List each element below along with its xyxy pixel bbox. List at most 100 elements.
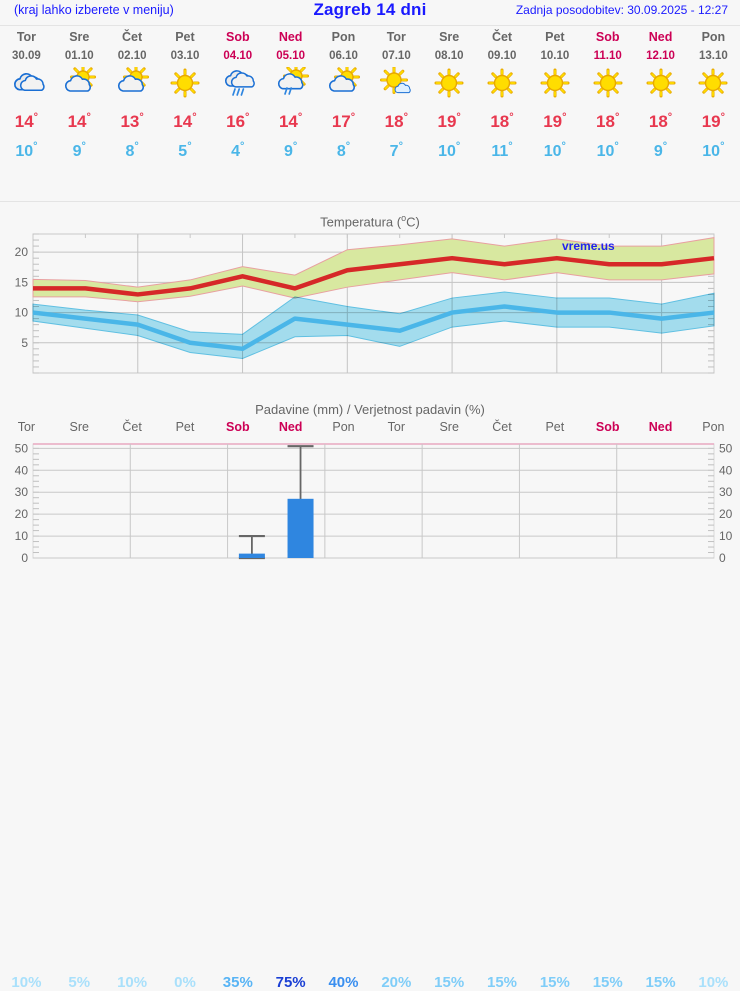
- day-column-06.10[interactable]: 8°: [317, 135, 370, 164]
- day-date: 12.10: [646, 50, 675, 62]
- precipitation-probability: 15%: [487, 974, 518, 991]
- svg-text:20: 20: [15, 245, 29, 259]
- precipitation-probability: 20%: [381, 974, 412, 991]
- day-column-04.10[interactable]: 4°: [211, 135, 264, 164]
- day-column-02.10[interactable]: Čet: [106, 28, 159, 46]
- weather-icon-cell: [370, 64, 423, 104]
- page-header: (kraj lahko izberete v meniju) Zagreb 14…: [0, 0, 740, 26]
- day-column-13.10[interactable]: 19°: [687, 104, 740, 135]
- min-temp: 11°: [491, 140, 513, 160]
- day-column-08.10[interactable]: 08.10: [423, 46, 476, 64]
- day-column-05.10[interactable]: 9°: [264, 135, 317, 164]
- precipitation-bar: [238, 553, 265, 558]
- day-column-11.10[interactable]: 18°: [581, 104, 634, 135]
- day-column-12.10[interactable]: 9°: [634, 135, 687, 164]
- precipitation-day-label: Čet: [492, 420, 512, 434]
- day-column-13.10[interactable]: Pon: [687, 28, 740, 46]
- day-column-30.09[interactable]: Tor: [0, 28, 53, 46]
- precipitation-plot: 0 0 10 10 20 20 30 30 40 40 50 50: [15, 441, 733, 565]
- day-column-12.10[interactable]: Ned: [634, 28, 687, 46]
- day-column-04.10[interactable]: Sob: [211, 28, 264, 46]
- temperature-chart-title: Temperatura (oC): [0, 208, 740, 232]
- sun-rain-icon: [271, 67, 311, 101]
- weather-icon-cell: [528, 64, 581, 104]
- precipitation-bar: [287, 498, 314, 558]
- precipitation-probability: 15%: [592, 974, 623, 991]
- day-column-03.10[interactable]: Pet: [159, 28, 212, 46]
- day-column-03.10[interactable]: 5°: [159, 135, 212, 164]
- day-date: 10.10: [540, 50, 570, 62]
- temperature-chart: Temperatura (oC) 5 10 15 20 vreme.us: [0, 208, 740, 393]
- day-column-03.10[interactable]: 14°: [159, 104, 212, 135]
- day-column-10.10[interactable]: Pet: [528, 28, 581, 46]
- precipitation-day-label: Čet: [122, 420, 142, 434]
- rain-icon: [218, 67, 258, 101]
- day-column-06.10[interactable]: Pon: [317, 28, 370, 46]
- svg-text:10: 10: [719, 529, 733, 543]
- day-column-01.10[interactable]: 14°: [53, 104, 106, 135]
- day-column-05.10[interactable]: Ned: [264, 28, 317, 46]
- day-column-07.10[interactable]: Tor: [370, 28, 423, 46]
- day-column-09.10[interactable]: 09.10: [476, 46, 529, 64]
- forecast-strip: Tor Sre Čet Pet Sob Ned Pon Tor Sre Čet Pet Sob Ned P…: [0, 28, 740, 203]
- day-column-08.10[interactable]: Sre: [423, 28, 476, 46]
- weather-icon-cell: [317, 64, 370, 104]
- day-column-10.10[interactable]: 10.10: [528, 46, 581, 64]
- min-temp: 9°: [283, 140, 298, 160]
- sunny-icon: [165, 67, 205, 101]
- day-column-04.10[interactable]: 04.10: [211, 46, 264, 64]
- precipitation-day-label: Pet: [175, 420, 195, 434]
- day-column-30.09[interactable]: 10°: [0, 135, 53, 164]
- day-date: 30.09: [12, 50, 41, 62]
- day-column-09.10[interactable]: 18°: [476, 104, 529, 135]
- day-column-05.10[interactable]: 05.10: [264, 46, 317, 64]
- day-column-09.10[interactable]: 11°: [476, 135, 529, 164]
- day-column-02.10[interactable]: 13°: [106, 104, 159, 135]
- day-column-05.10[interactable]: 14°: [264, 104, 317, 135]
- day-column-10.10[interactable]: 19°: [528, 104, 581, 135]
- day-name: Čet: [491, 30, 513, 44]
- precipitation-probability: 75%: [275, 974, 306, 991]
- probability-row: 10% 5% 10% 0% 35% 75% 40% 20% 15% 15% 15% 15% 15% 10%: [0, 974, 740, 991]
- min-temp: 8°: [125, 140, 139, 160]
- max-temp: 14°: [14, 111, 39, 131]
- day-column-13.10[interactable]: 13.10: [687, 46, 740, 64]
- day-column-07.10[interactable]: 07.10: [370, 46, 423, 64]
- sun-smallcloud-icon: [376, 67, 416, 101]
- day-column-12.10[interactable]: 18°: [634, 104, 687, 135]
- sunny-icon: [641, 67, 681, 101]
- day-column-11.10[interactable]: 10°: [581, 135, 634, 164]
- day-column-02.10[interactable]: 8°: [106, 135, 159, 164]
- day-column-01.10[interactable]: 01.10: [53, 46, 106, 64]
- day-column-09.10[interactable]: Čet: [476, 28, 529, 46]
- precipitation-chart-title: Padavine (mm) / Verjetnost padavin (%): [255, 402, 485, 417]
- day-column-11.10[interactable]: Sob: [581, 28, 634, 46]
- day-column-02.10[interactable]: 02.10: [106, 46, 159, 64]
- svg-text:5: 5: [21, 336, 28, 350]
- max-temp-row: 14° 14° 13° 14° 16° 14° 17° 18° 19° 18° 19° 18° 18° 1…: [0, 104, 740, 135]
- day-column-10.10[interactable]: 10°: [528, 135, 581, 164]
- day-column-07.10[interactable]: 7°: [370, 135, 423, 164]
- day-column-06.10[interactable]: 06.10: [317, 46, 370, 64]
- max-temp: 14°: [67, 111, 91, 131]
- precipitation-probability: 10%: [11, 974, 42, 991]
- day-column-11.10[interactable]: 11.10: [581, 46, 634, 64]
- day-column-06.10[interactable]: 17°: [317, 104, 370, 135]
- day-column-30.09[interactable]: 30.09: [0, 46, 53, 64]
- day-column-03.10[interactable]: 03.10: [159, 46, 212, 64]
- temperature-title-unit: C): [406, 214, 420, 230]
- svg-text:10: 10: [15, 529, 29, 543]
- svg-text:15: 15: [15, 275, 29, 289]
- day-column-13.10[interactable]: 10°: [687, 135, 740, 164]
- day-column-04.10[interactable]: 16°: [211, 104, 264, 135]
- day-date: 05.10: [276, 50, 306, 62]
- day-column-08.10[interactable]: 10°: [423, 135, 476, 164]
- day-column-08.10[interactable]: 19°: [423, 104, 476, 135]
- day-column-01.10[interactable]: Sre: [53, 28, 106, 46]
- day-column-01.10[interactable]: 9°: [53, 135, 106, 164]
- precipitation-probability: 10%: [698, 974, 729, 991]
- day-column-12.10[interactable]: 12.10: [634, 46, 687, 64]
- weather-icon-row: [0, 64, 740, 104]
- day-column-07.10[interactable]: 18°: [370, 104, 423, 135]
- day-column-30.09[interactable]: 14°: [0, 104, 53, 135]
